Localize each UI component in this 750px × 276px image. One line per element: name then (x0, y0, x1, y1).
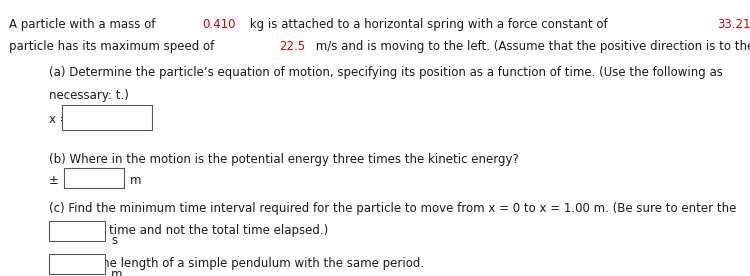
Text: necessary: t.): necessary: t.) (49, 89, 129, 102)
Text: 0.410: 0.410 (202, 18, 236, 31)
Text: (a) Determine the particle’s equation of motion, specifying its position as a fu: (a) Determine the particle’s equation of… (49, 66, 723, 79)
Text: (b) Where in the motion is the potential energy three times the kinetic energy?: (b) Where in the motion is the potential… (49, 153, 518, 166)
Text: 22.5: 22.5 (279, 40, 304, 53)
Bar (49, 221, 105, 241)
Text: 33.21: 33.21 (718, 18, 750, 31)
Text: minimum time and not the total time elapsed.): minimum time and not the total time elap… (49, 224, 328, 237)
Text: m: m (130, 174, 141, 187)
Text: kg is attached to a horizontal spring with a force constant of: kg is attached to a horizontal spring wi… (246, 18, 611, 31)
Text: x =: x = (49, 113, 74, 126)
Bar (49, 254, 105, 274)
Text: particle has its maximum speed of: particle has its maximum speed of (9, 40, 218, 53)
Text: m: m (111, 268, 122, 276)
Text: (d) Find the length of a simple pendulum with the same period.: (d) Find the length of a simple pendulum… (49, 257, 424, 270)
Text: (c) Find the minimum time interval required for the particle to move from x = 0 : (c) Find the minimum time interval requi… (49, 202, 736, 215)
Text: s: s (111, 234, 117, 247)
Text: m/s and is moving to the left. (Assume that the positive direction is to the rig: m/s and is moving to the left. (Assume t… (313, 40, 750, 53)
Bar (64, 168, 124, 188)
Text: ±: ± (49, 174, 58, 187)
Text: A particle with a mass of: A particle with a mass of (9, 18, 159, 31)
Bar (62, 105, 152, 130)
